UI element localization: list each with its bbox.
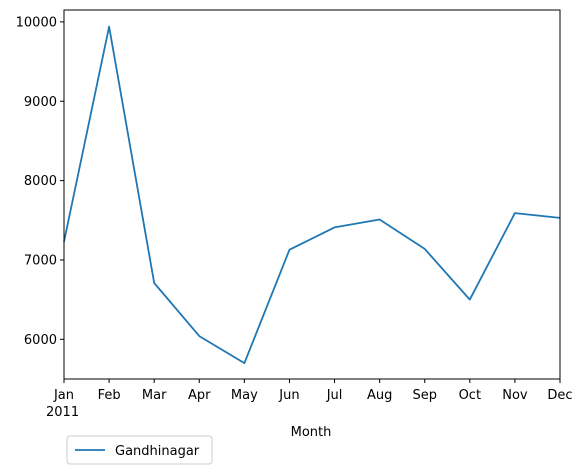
x-tick-label: Dec bbox=[547, 388, 572, 403]
legend-box bbox=[66, 435, 213, 465]
y-tick-label: 8000 bbox=[24, 174, 57, 189]
x-tick-label: Sep bbox=[412, 388, 437, 403]
legend: Gandhinagar bbox=[66, 435, 213, 465]
x-tick-label: Aug bbox=[367, 388, 392, 403]
x-tick-label: Nov bbox=[502, 388, 528, 403]
y-tick-label: 10000 bbox=[16, 15, 57, 30]
x-axis-year-label: 2011 bbox=[46, 405, 79, 420]
x-tick-label: Jun bbox=[278, 388, 299, 403]
plot-frame bbox=[63, 9, 561, 380]
x-tick-label: Mar bbox=[142, 388, 167, 403]
series-line-gandhinagar bbox=[63, 25, 561, 365]
x-tick-label: May bbox=[231, 388, 258, 403]
x-tick-label: Jul bbox=[326, 388, 343, 403]
y-tick-label: 7000 bbox=[24, 253, 57, 268]
x-tick-label: Oct bbox=[459, 388, 481, 403]
x-axis: Jan Feb Mar Apr May Jun Jul Aug Sep Oct Nov Dec bbox=[53, 379, 573, 403]
x-tick-label: Apr bbox=[188, 388, 211, 403]
x-tick-label: Feb bbox=[98, 388, 121, 403]
x-tick-label: Jan bbox=[53, 388, 74, 403]
plot-area bbox=[63, 9, 561, 380]
y-tick-label: 6000 bbox=[24, 333, 57, 348]
y-tick-label: 9000 bbox=[24, 95, 57, 110]
y-axis: 6000 7000 8000 9000 10000 bbox=[16, 15, 64, 348]
x-axis-title: Month bbox=[291, 425, 332, 440]
legend-label-gandhinagar: Gandhinagar bbox=[115, 444, 200, 459]
